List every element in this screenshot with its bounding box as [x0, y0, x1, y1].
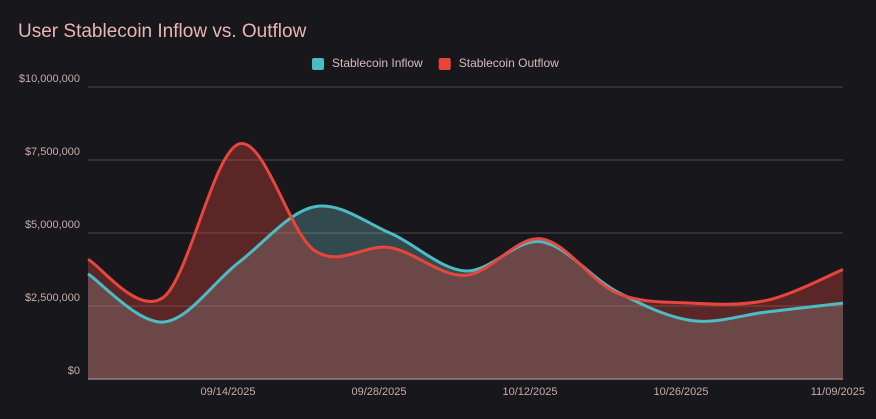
x-tick-label: 11/09/2025	[811, 386, 865, 398]
legend-swatch	[438, 58, 451, 70]
line	[87, 142, 844, 306]
x-tick-label: 10/12/2025	[502, 386, 557, 398]
y-tick-label: $7,500,000	[25, 146, 80, 158]
x-tick-label: 09/28/2025	[351, 386, 406, 398]
area	[88, 143, 843, 379]
y-tick-label: $5,000,000	[25, 219, 80, 231]
y-tick-label: $0	[68, 365, 80, 377]
x-tick-label: 09/14/2025	[200, 386, 255, 398]
legend-label: Stablecoin Inflow	[332, 56, 423, 70]
line	[87, 204, 844, 324]
area	[88, 205, 843, 379]
chart-title: User Stablecoin Inflow vs. Outflow	[18, 21, 307, 42]
x-tick-label: 10/26/2025	[653, 386, 708, 398]
legend-label: Stablecoin Outflow	[459, 56, 559, 70]
y-tick-label: $2,500,000	[25, 292, 80, 304]
legend-swatch	[312, 58, 324, 70]
y-tick-label: $10,000,000	[19, 73, 80, 85]
